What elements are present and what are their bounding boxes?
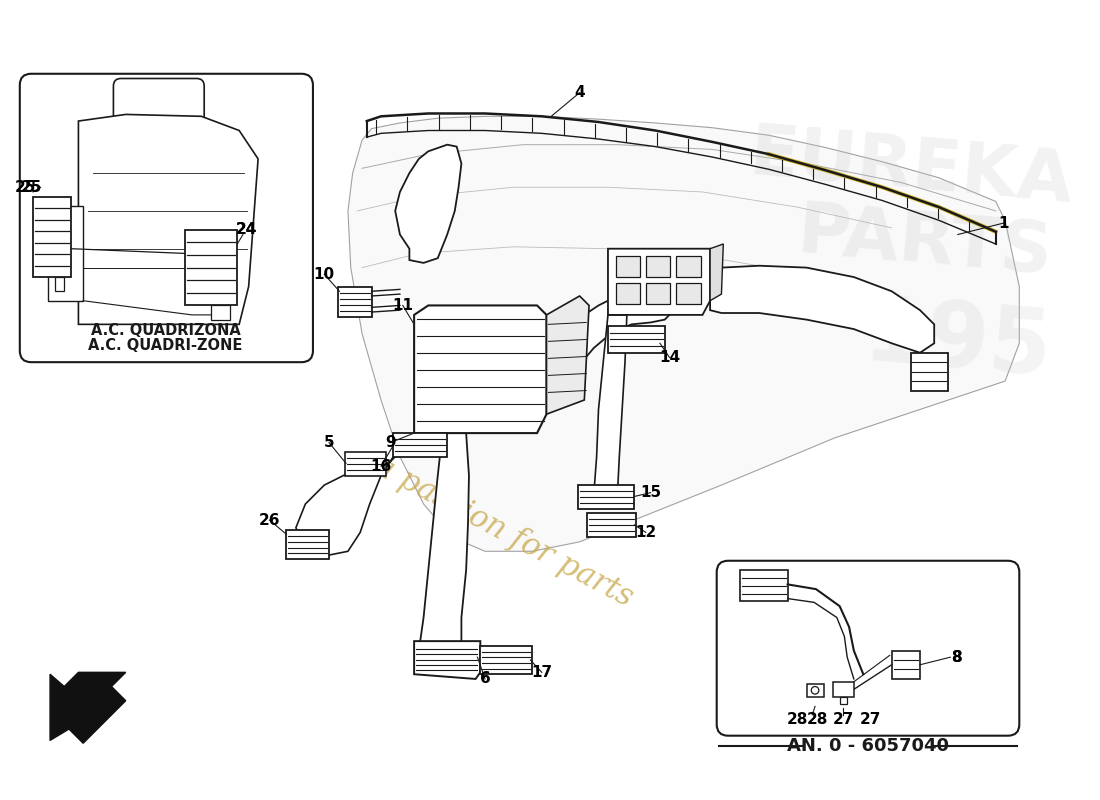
Text: 24: 24	[236, 222, 257, 238]
Polygon shape	[414, 306, 547, 433]
Circle shape	[812, 686, 818, 694]
Text: 25: 25	[21, 180, 42, 194]
Polygon shape	[587, 514, 636, 537]
Polygon shape	[33, 197, 70, 277]
Polygon shape	[345, 452, 386, 476]
Polygon shape	[286, 530, 329, 559]
Polygon shape	[833, 682, 854, 697]
Text: 28: 28	[807, 712, 828, 727]
Text: A.C. QUADRIZONA: A.C. QUADRIZONA	[90, 323, 240, 338]
Text: 27: 27	[833, 712, 854, 727]
Polygon shape	[395, 145, 461, 263]
Polygon shape	[296, 457, 395, 556]
FancyBboxPatch shape	[113, 78, 205, 146]
Polygon shape	[839, 697, 847, 705]
Polygon shape	[892, 650, 920, 679]
Bar	[646, 256, 670, 277]
Polygon shape	[543, 285, 674, 395]
Text: 12: 12	[635, 525, 657, 540]
Text: 5: 5	[323, 435, 334, 450]
Polygon shape	[740, 570, 788, 602]
Text: 25: 25	[14, 180, 36, 194]
Polygon shape	[55, 277, 64, 291]
Text: 195: 195	[860, 291, 1056, 395]
Polygon shape	[211, 306, 230, 320]
Text: EUREKA: EUREKA	[746, 120, 1076, 217]
Polygon shape	[48, 206, 84, 301]
Polygon shape	[594, 315, 627, 499]
Text: 6: 6	[480, 671, 491, 686]
Text: 17: 17	[531, 665, 552, 680]
Bar	[806, 684, 824, 697]
Text: 1: 1	[998, 216, 1009, 230]
Polygon shape	[414, 641, 481, 679]
Text: PARTS: PARTS	[794, 198, 1055, 290]
Polygon shape	[481, 646, 532, 674]
Polygon shape	[339, 286, 372, 317]
Polygon shape	[51, 672, 125, 743]
Text: 11: 11	[393, 298, 414, 313]
Polygon shape	[547, 296, 590, 414]
Text: AN. 0 - 6057040: AN. 0 - 6057040	[786, 737, 949, 755]
Polygon shape	[185, 230, 238, 306]
Text: 14: 14	[659, 350, 680, 365]
FancyBboxPatch shape	[20, 74, 312, 362]
Text: A.C. QUADRI-ZONE: A.C. QUADRI-ZONE	[88, 338, 243, 353]
Bar	[676, 256, 701, 277]
Text: 26: 26	[258, 513, 280, 527]
Text: 10: 10	[314, 266, 334, 282]
Text: 15: 15	[640, 485, 661, 500]
Bar	[616, 256, 640, 277]
Text: 16: 16	[371, 458, 392, 474]
Polygon shape	[394, 433, 448, 457]
Text: 8: 8	[950, 650, 961, 665]
Text: 4: 4	[574, 85, 585, 100]
Bar	[646, 282, 670, 303]
Polygon shape	[711, 266, 934, 353]
Polygon shape	[78, 114, 258, 324]
Text: 9: 9	[385, 435, 396, 450]
Text: 8: 8	[950, 650, 961, 665]
Text: 24: 24	[236, 222, 257, 238]
Polygon shape	[608, 326, 664, 353]
FancyBboxPatch shape	[717, 561, 1020, 736]
Polygon shape	[348, 116, 1020, 551]
Text: a passion for parts: a passion for parts	[370, 451, 638, 614]
Polygon shape	[608, 249, 711, 315]
Polygon shape	[419, 433, 469, 655]
Polygon shape	[578, 485, 635, 509]
Bar	[676, 282, 701, 303]
Bar	[616, 282, 640, 303]
Text: 28: 28	[786, 712, 807, 727]
Polygon shape	[911, 353, 948, 390]
Polygon shape	[711, 244, 724, 301]
Text: 27: 27	[860, 712, 881, 727]
